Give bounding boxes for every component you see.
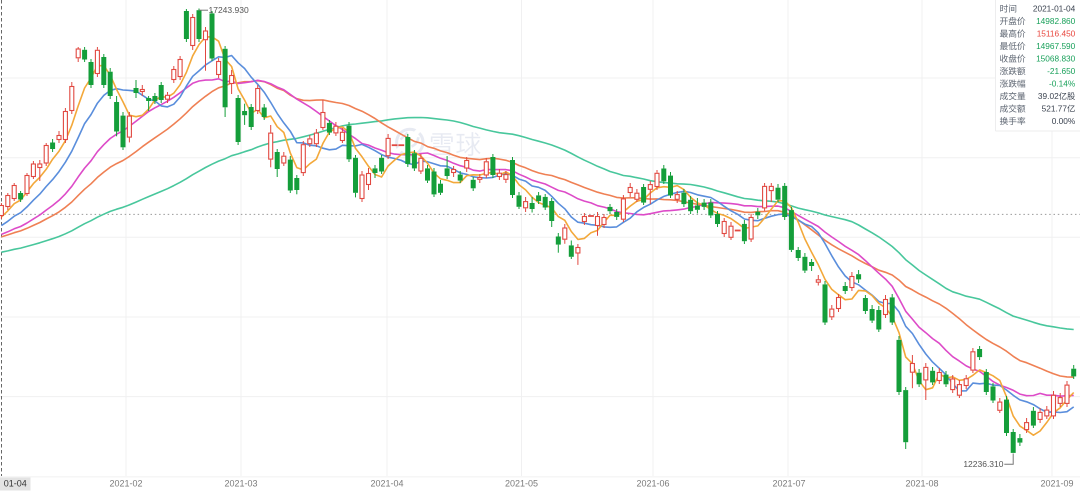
svg-text:-21.650: -21.650 [1047, 66, 1076, 76]
svg-text:12236.310: 12236.310 [963, 459, 1003, 469]
svg-text:2021-05: 2021-05 [505, 479, 538, 489]
svg-text:15116.450: 15116.450 [1037, 29, 1076, 39]
svg-text:17243.930: 17243.930 [209, 5, 249, 15]
svg-text:521.77: 521.77 [1042, 104, 1068, 114]
svg-text:2021-01-04: 2021-01-04 [1033, 4, 1076, 14]
svg-text:01-04: 01-04 [4, 479, 27, 489]
svg-text:2021-08: 2021-08 [905, 479, 938, 489]
svg-text:2021-09: 2021-09 [1040, 479, 1073, 489]
svg-text:2021-07: 2021-07 [772, 479, 805, 489]
svg-text:2021-02: 2021-02 [109, 479, 142, 489]
svg-text:14967.590: 14967.590 [1036, 41, 1076, 51]
svg-text:2021-03: 2021-03 [224, 479, 257, 489]
svg-text:2021-04: 2021-04 [370, 479, 403, 489]
svg-text:2021-06: 2021-06 [636, 479, 669, 489]
svg-text:0.00%: 0.00% [1052, 116, 1076, 126]
svg-text:-0.14%: -0.14% [1049, 79, 1076, 89]
svg-text:39.02: 39.02 [1038, 91, 1059, 101]
svg-text:14982.860: 14982.860 [1036, 16, 1076, 26]
svg-text:15068.830: 15068.830 [1036, 54, 1076, 64]
